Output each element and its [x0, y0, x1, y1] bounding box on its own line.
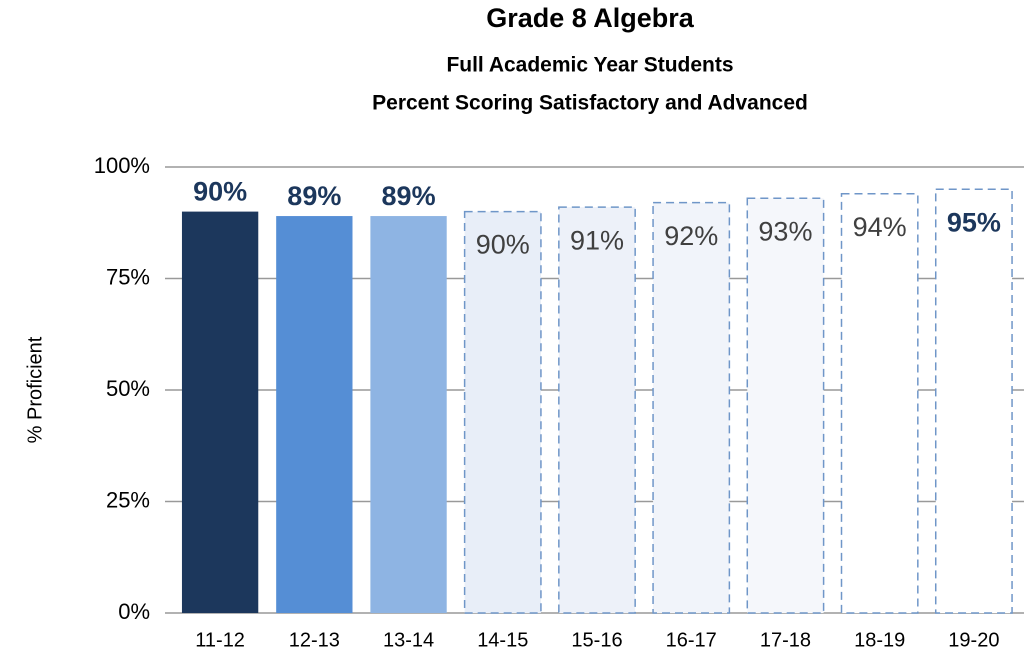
chart-subtitle: Percent Scoring Satisfactory and Advance…: [372, 92, 808, 115]
bar: [463, 210, 542, 614]
data-label: 95%: [947, 207, 1001, 237]
x-tick-label: 17-18: [760, 629, 811, 651]
x-tick-label: 18-19: [854, 629, 905, 651]
data-label: 91%: [570, 225, 624, 255]
bar: [181, 211, 259, 613]
bar: [370, 216, 447, 613]
data-label: 93%: [758, 216, 812, 246]
x-tick-label: 12-13: [289, 629, 340, 651]
bar: [652, 201, 731, 614]
chart-subtitle: Full Academic Year Students: [446, 54, 733, 77]
data-label: 94%: [853, 212, 907, 242]
x-tick-label: 14-15: [477, 629, 528, 651]
y-tick-label: 100%: [94, 153, 150, 178]
data-label: 89%: [287, 181, 341, 211]
y-tick-label: 50%: [106, 376, 150, 401]
bar: [746, 197, 825, 614]
y-tick-label: 0%: [118, 599, 150, 624]
data-label: 89%: [382, 181, 436, 211]
x-tick-label: 15-16: [571, 629, 622, 651]
data-label: 90%: [476, 230, 530, 260]
x-tick-label: 19-20: [948, 629, 999, 651]
x-tick-label: 11-12: [195, 629, 245, 651]
data-label: 90%: [193, 177, 247, 207]
y-tick-label: 25%: [106, 487, 150, 512]
x-tick-label: 16-17: [666, 629, 717, 651]
y-axis-label: % Proficient: [24, 336, 46, 443]
bar: [840, 193, 919, 614]
x-tick-label: 13-14: [383, 629, 434, 651]
chart-title: Grade 8 Algebra: [486, 3, 695, 33]
data-label: 92%: [664, 221, 718, 251]
bar: [276, 216, 353, 613]
y-tick-label: 75%: [106, 264, 150, 289]
bar: [934, 188, 1013, 614]
bar: [558, 206, 636, 614]
